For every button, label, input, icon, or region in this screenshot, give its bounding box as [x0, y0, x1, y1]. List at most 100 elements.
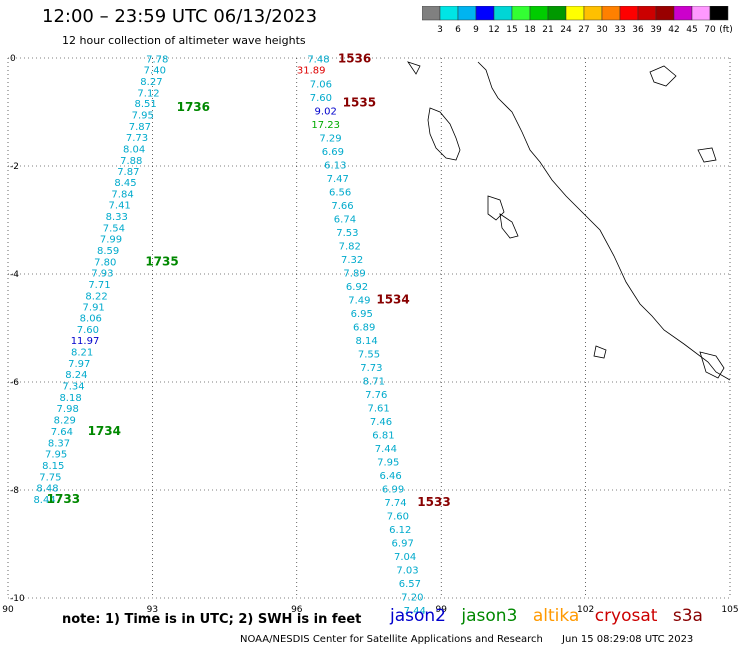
satellite-track: 7.787.408.277.128.517.957.877.738.047.88…	[33, 54, 210, 506]
wave-height-label: 7.60	[77, 325, 99, 336]
wave-height-label: 7.04	[394, 552, 416, 563]
island-coast	[487, 195, 505, 221]
wave-height-label: 6.57	[399, 579, 421, 590]
y-tick-label: -6	[10, 378, 19, 388]
wave-height-label: 31.89	[297, 66, 326, 77]
wave-height-label: 6.46	[380, 471, 402, 482]
wave-height-label: 7.89	[343, 269, 365, 280]
island-coast	[499, 213, 519, 239]
wave-height-label: 8.44	[33, 495, 55, 506]
wave-height-label: 7.61	[367, 404, 389, 415]
map-subtitle: 12 hour collection of altimeter wave hei…	[62, 34, 306, 47]
wave-height-label: 6.97	[392, 539, 414, 550]
mainland-coast	[477, 61, 731, 381]
satellite-legend: jason2 jason3 altika cryosat s3a	[390, 606, 713, 626]
wave-height-label: 8.45	[114, 178, 136, 189]
y-tick-label: -10	[10, 594, 25, 604]
colorbar-tick-label: 18	[524, 25, 536, 35]
wave-height-label: 7.95	[45, 450, 67, 461]
wave-height-label: 7.46	[370, 417, 392, 428]
colorbar-tick-label: 6	[455, 25, 461, 35]
wave-height-label: 7.53	[336, 228, 358, 239]
island-coast	[407, 61, 421, 75]
wave-height-label: 7.78	[146, 54, 168, 65]
wave-height-label: 8.14	[355, 336, 377, 347]
pass-time-label: 1734	[88, 424, 121, 438]
wave-height-label: 6.89	[353, 323, 375, 334]
wave-height-label: 7.87	[129, 122, 151, 133]
colorbar-tick-label: 42	[668, 25, 679, 35]
colorbar-tick-label: 45	[686, 25, 697, 35]
x-tick-label: 96	[291, 605, 303, 615]
colorbar-tick-label: 3	[437, 25, 443, 35]
legend-jason3: jason3	[461, 606, 518, 626]
island-coast	[649, 65, 677, 87]
wave-height-label: 7.40	[144, 66, 166, 77]
island-coast	[699, 351, 725, 379]
y-tick-label: -4	[10, 270, 19, 280]
colorbar-tick-label: 24	[560, 25, 572, 35]
island-coast	[427, 107, 461, 161]
wave-height-label: 7.60	[387, 512, 409, 523]
legend-s3a: s3a	[672, 606, 703, 626]
wave-height-label: 8.06	[80, 314, 102, 325]
wave-height-label: 7.95	[132, 110, 154, 121]
wave-height-label: 6.13	[324, 161, 346, 172]
wave-height-label: 8.71	[363, 377, 385, 388]
map-title: 12:00 – 23:59 UTC 06/13/2023	[42, 6, 318, 27]
wave-height-label: 7.97	[68, 359, 90, 370]
x-tick-label: 102	[577, 605, 594, 615]
wave-height-label: 7.98	[57, 404, 79, 415]
wave-height-label: 8.37	[48, 438, 70, 449]
colorbar-tick-label: 70	[704, 25, 716, 35]
wave-height-label: 7.71	[88, 280, 110, 291]
wave-height-label: 8.22	[85, 291, 107, 302]
units-note: note: 1) Time is in UTC; 2) SWH is in fe…	[62, 612, 362, 627]
pass-time-label: 1735	[145, 254, 178, 268]
wave-height-label: 8.48	[36, 484, 58, 495]
x-tick-label: 90	[2, 605, 14, 615]
wave-height-label: 6.74	[334, 215, 356, 226]
wave-height-label: 7.41	[109, 201, 131, 212]
wave-height-label: 6.95	[351, 309, 373, 320]
wave-height-label: 7.48	[307, 54, 329, 65]
wave-height-label: 8.04	[123, 145, 145, 156]
x-tick-label: 93	[147, 605, 158, 615]
wave-height-label: 7.49	[348, 296, 370, 307]
colorbar-tick-label: 9	[473, 25, 479, 35]
wave-height-label: 7.06	[310, 80, 332, 91]
wave-height-label: 8.21	[71, 348, 93, 359]
credit-text: NOAA/NESDIS Center for Satellite Applica…	[240, 634, 543, 645]
wave-height-label: 6.69	[322, 147, 344, 158]
wave-height-label: 7.20	[401, 593, 423, 604]
pass-time-label: 1533	[417, 495, 450, 509]
wave-height-label: 7.75	[39, 472, 61, 483]
wave-height-label: 7.73	[126, 133, 148, 144]
legend-jason2: jason2	[390, 606, 446, 626]
wave-height-label: 7.32	[341, 255, 363, 266]
wave-height-label: 7.64	[51, 427, 73, 438]
wave-height-label: 7.84	[111, 189, 133, 200]
pass-time-label: 1535	[343, 96, 376, 110]
colorbar-tick-label: 39	[650, 25, 662, 35]
x-tick-label: 99	[435, 605, 447, 615]
legend-cryosat: cryosat	[594, 606, 658, 626]
wave-height-label: 6.92	[346, 282, 368, 293]
wave-height-label: 7.47	[327, 174, 349, 185]
generated-timestamp: Jun 15 08:29:08 UTC 2023	[562, 634, 694, 645]
legend-altika: altika	[532, 606, 580, 626]
wave-height-label: 7.34	[62, 382, 84, 393]
wave-height-label: 7.82	[339, 242, 361, 253]
wave-height-label: 7.12	[137, 88, 159, 99]
wave-height-label: 11.97	[71, 336, 100, 347]
x-tick-label: 105	[721, 605, 738, 615]
wave-height-label: 9.02	[315, 107, 337, 118]
wave-height-label: 7.74	[384, 498, 406, 509]
wave-height-label: 8.18	[59, 393, 81, 404]
wave-height-label: 7.55	[358, 350, 380, 361]
colorbar-tick-label: 21	[542, 25, 553, 35]
pass-time-label: 1534	[376, 293, 409, 307]
colorbar-tick-label: 30	[596, 25, 608, 35]
